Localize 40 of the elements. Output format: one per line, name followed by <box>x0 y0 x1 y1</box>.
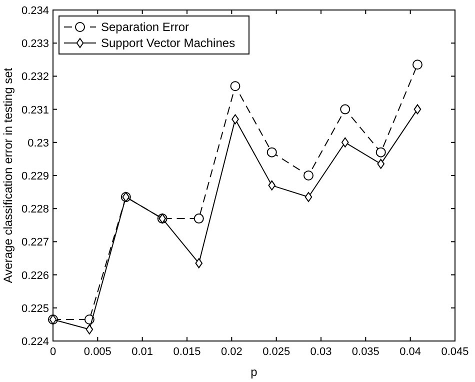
point <box>340 104 350 114</box>
point <box>412 60 422 70</box>
point <box>376 147 386 158</box>
legend-label: Separation Error <box>101 20 190 34</box>
x-axis-title: p <box>250 365 258 379</box>
x-tick-label: 0.015 <box>173 346 201 358</box>
y-tick-label: 0.233 <box>21 38 49 50</box>
x-tick-label: 0.01 <box>132 346 154 358</box>
y-tick-label: 0.232 <box>21 71 49 84</box>
y-tick-label: 0.231 <box>21 104 49 116</box>
point <box>414 104 422 114</box>
y-tick-label: 0.229 <box>21 170 49 182</box>
point <box>266 147 277 158</box>
y-tick-label: 0.226 <box>21 270 49 282</box>
point <box>304 192 312 202</box>
y-tick-label: 0.224 <box>21 336 49 348</box>
point <box>195 258 203 268</box>
point <box>268 180 276 190</box>
point <box>194 214 204 224</box>
point <box>86 324 94 334</box>
x-tick-label: 0.005 <box>84 346 112 358</box>
y-tick-label: 0.227 <box>21 236 49 249</box>
x-tick-label: 0 <box>50 346 56 358</box>
y-tick-label: 0.228 <box>21 204 49 216</box>
legend-label: Support Vector Machines <box>101 36 236 50</box>
y-tick-label: 0.234 <box>21 5 49 17</box>
x-tick-label: 0.045 <box>441 346 469 358</box>
point <box>230 81 240 92</box>
x-tick-label: 0.02 <box>220 346 242 358</box>
y-tick-label: 0.225 <box>21 302 49 315</box>
point <box>303 170 314 180</box>
x-tick-label: 0.04 <box>400 346 422 358</box>
y-axis-title: Average classification error in testing set <box>1 67 15 284</box>
y-tick-label: 0.23 <box>28 137 49 150</box>
x-tick-label: 0.03 <box>310 346 332 358</box>
x-tick-label: 0.025 <box>262 346 290 358</box>
point <box>232 114 239 124</box>
point <box>377 158 385 169</box>
point <box>341 137 349 148</box>
x-tick-label: 0.035 <box>352 346 380 358</box>
